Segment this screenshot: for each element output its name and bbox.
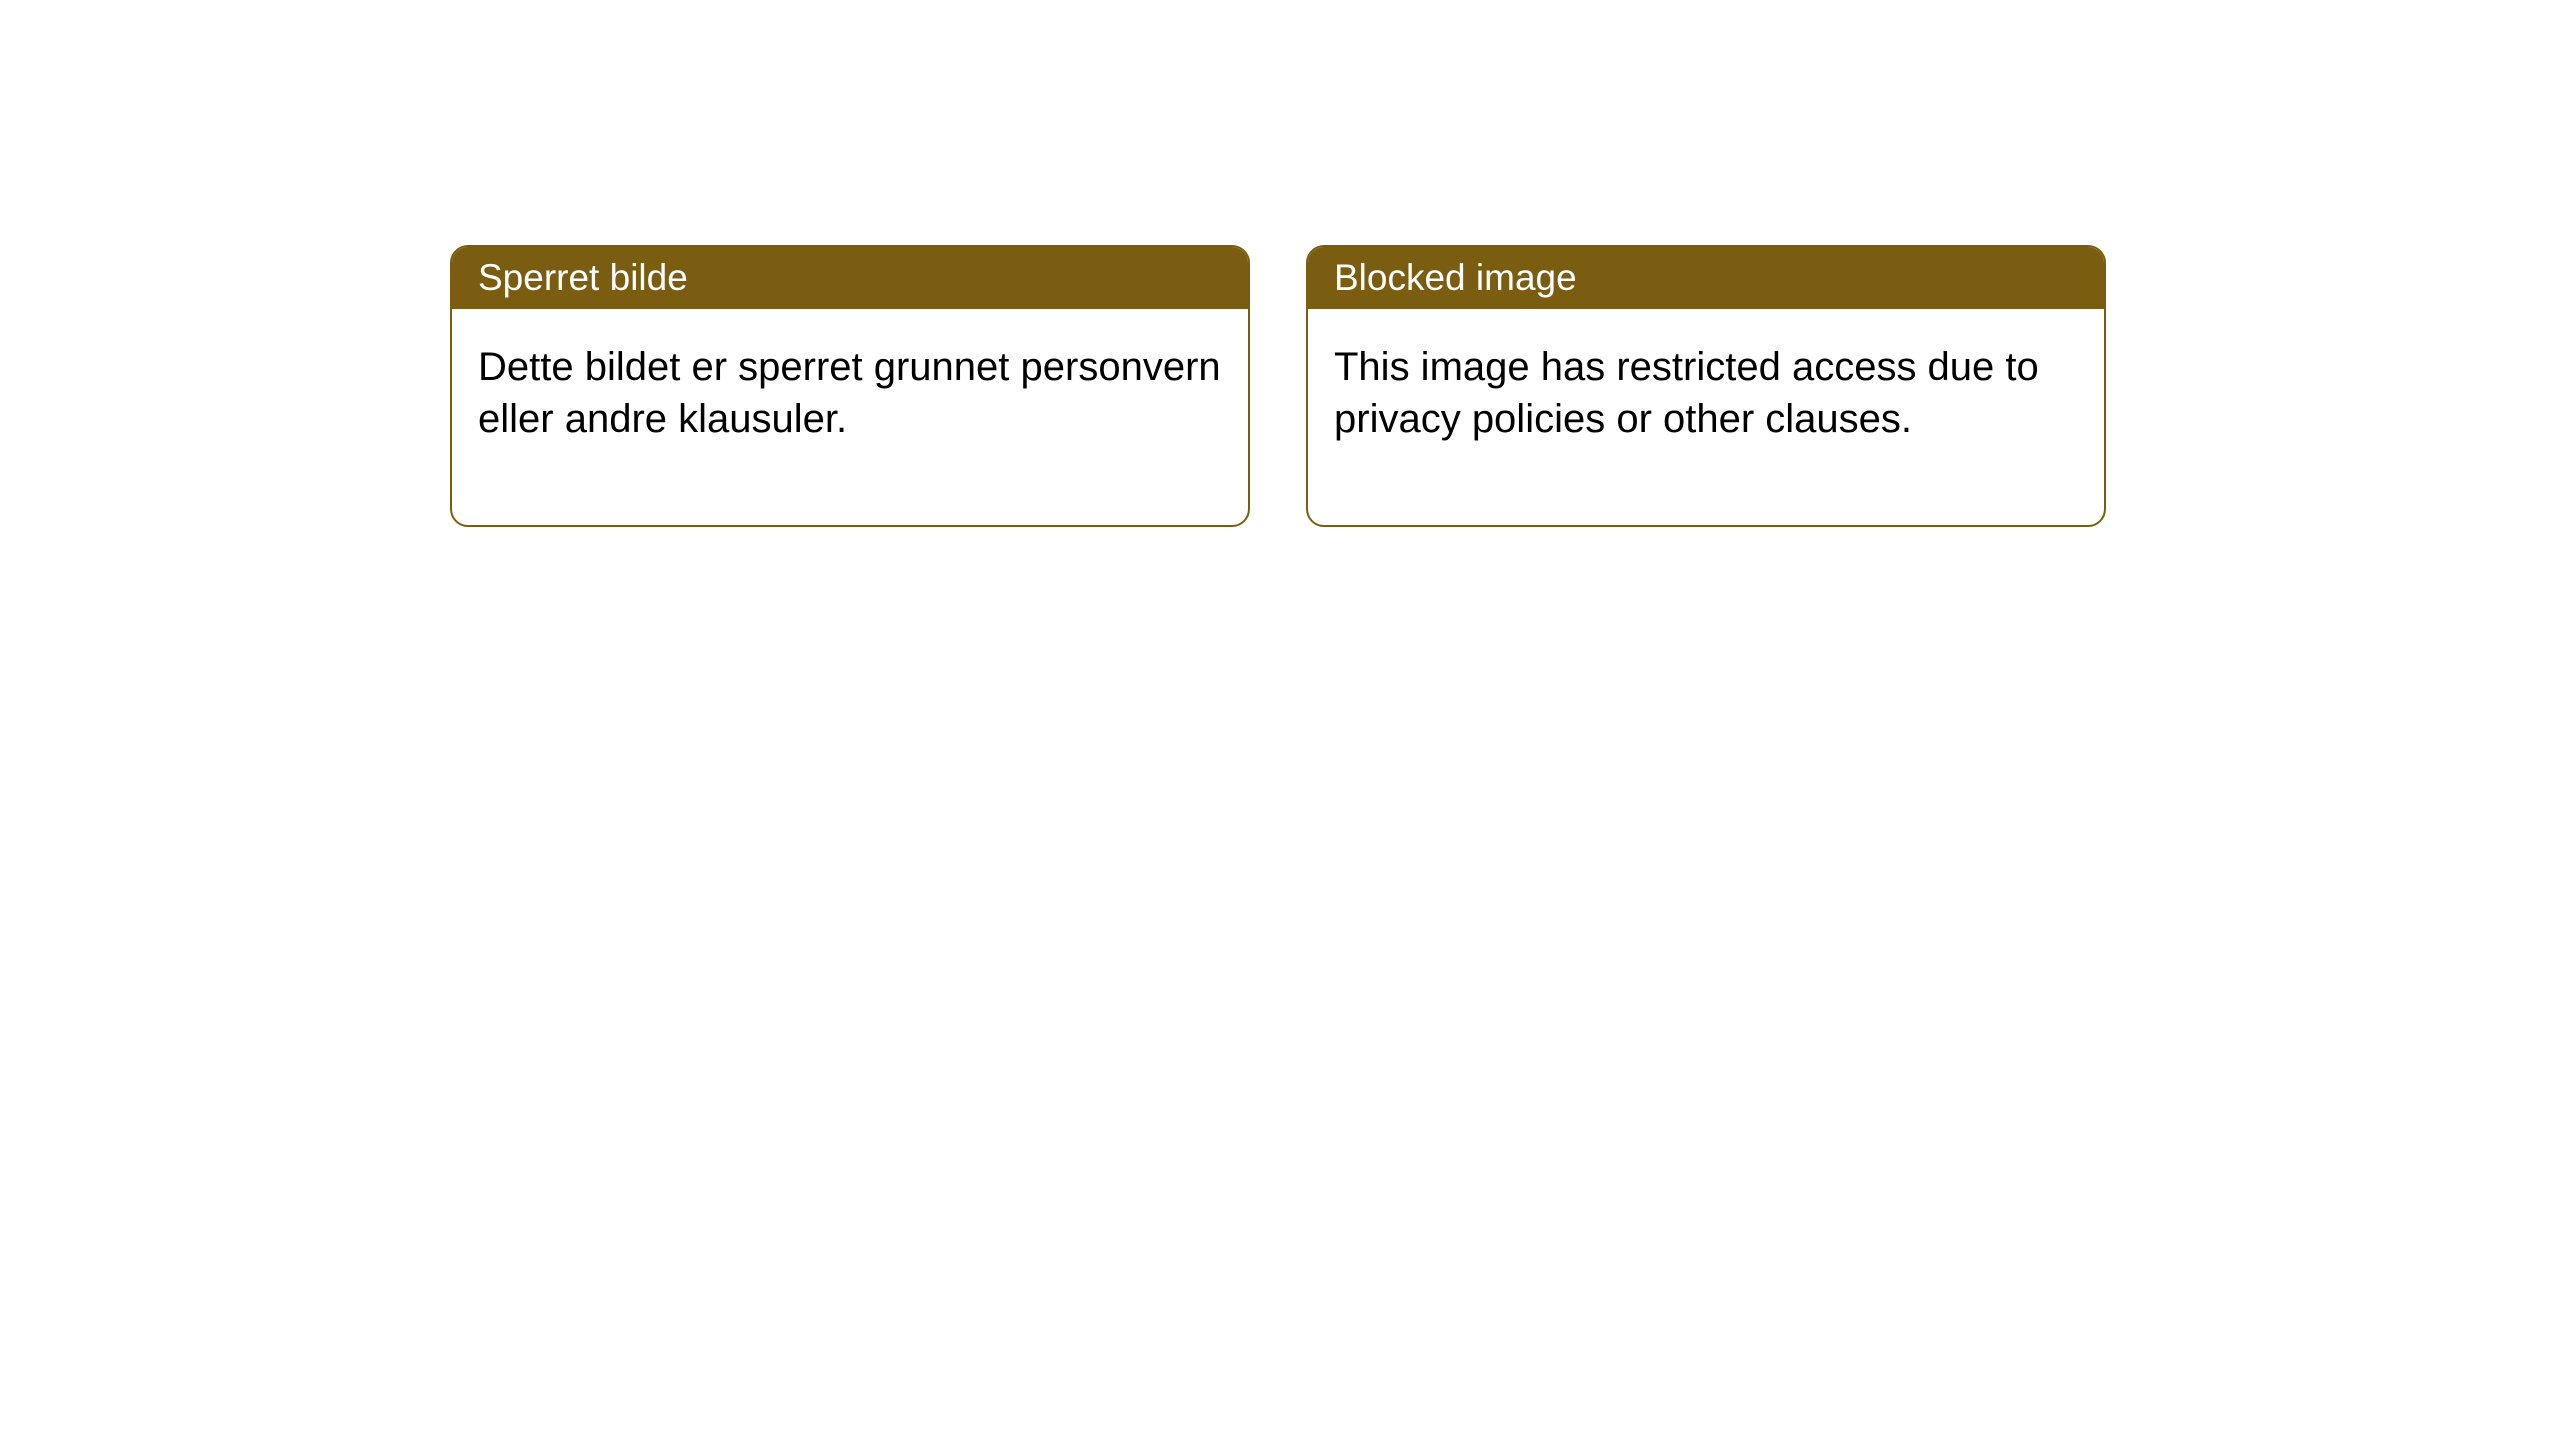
card-body-text: Dette bildet er sperret grunnet personve…	[478, 345, 1221, 441]
notice-cards-container: Sperret bilde Dette bildet er sperret gr…	[450, 245, 2106, 527]
card-body: Dette bildet er sperret grunnet personve…	[452, 309, 1248, 525]
notice-card-norwegian: Sperret bilde Dette bildet er sperret gr…	[450, 245, 1250, 527]
card-header: Blocked image	[1308, 247, 2104, 309]
notice-card-english: Blocked image This image has restricted …	[1306, 245, 2106, 527]
card-body-text: This image has restricted access due to …	[1334, 345, 2039, 441]
card-body: This image has restricted access due to …	[1308, 309, 2104, 525]
card-title: Blocked image	[1334, 257, 1577, 298]
card-title: Sperret bilde	[478, 257, 688, 298]
card-header: Sperret bilde	[452, 247, 1248, 309]
